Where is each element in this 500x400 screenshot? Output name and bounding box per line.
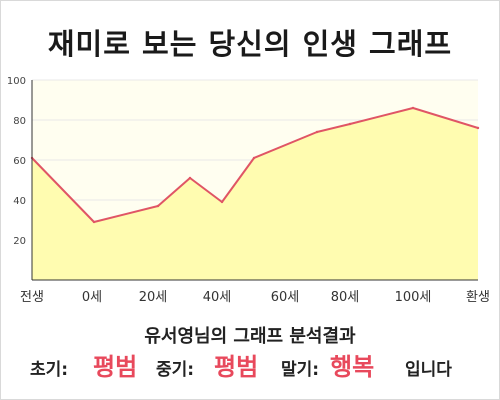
x-tick-label: 80세 bbox=[331, 290, 360, 305]
x-tick-label: 40세 bbox=[203, 290, 232, 305]
y-tick-label: 80 bbox=[13, 116, 26, 127]
data-point bbox=[188, 176, 192, 180]
y-tick-label: 60 bbox=[13, 156, 26, 167]
early-label: 초기: bbox=[30, 360, 69, 380]
y-tick-labels: 20 40 60 80 100 bbox=[7, 76, 26, 247]
late-value: 행복 bbox=[330, 353, 375, 381]
x-tick-label: 20세 bbox=[139, 290, 168, 305]
late-label: 말기: bbox=[281, 360, 320, 380]
data-point bbox=[92, 220, 96, 224]
area-fill bbox=[32, 108, 478, 280]
data-point bbox=[411, 106, 415, 110]
y-tick-label: 40 bbox=[13, 196, 26, 207]
data-point bbox=[476, 126, 480, 130]
page-title: 재미로 보는 당신의 인생 그래프 bbox=[47, 27, 453, 61]
y-tick-label: 100 bbox=[7, 76, 26, 87]
x-tick-label: 100세 bbox=[395, 290, 432, 305]
x-tick-label: 0세 bbox=[82, 290, 102, 305]
middle-label: 중기: bbox=[156, 360, 195, 380]
data-point bbox=[156, 204, 160, 208]
series-line bbox=[31, 107, 479, 223]
x-tick-label: 환생 bbox=[466, 290, 490, 305]
x-tick-label: 60세 bbox=[271, 290, 300, 305]
data-point bbox=[315, 130, 319, 134]
middle-value: 평범 bbox=[214, 353, 259, 381]
data-point bbox=[252, 156, 256, 160]
data-point bbox=[348, 122, 352, 126]
data-point bbox=[220, 200, 224, 204]
x-tick-labels: 전생 0세 20세 40세 60세 80세 100세 환생 bbox=[20, 290, 490, 305]
x-tick-label: 전생 bbox=[20, 290, 44, 305]
ending-text: 입니다 bbox=[405, 360, 452, 380]
y-tick-label: 20 bbox=[13, 236, 26, 247]
early-value: 평범 bbox=[93, 353, 138, 381]
summary-heading: 유서영님의 그래프 분석결과 bbox=[144, 326, 356, 347]
data-points bbox=[30, 106, 480, 224]
summary-result-line: 초기: 평범 중기: 평범 말기: 행복 입니다 bbox=[0, 347, 500, 381]
